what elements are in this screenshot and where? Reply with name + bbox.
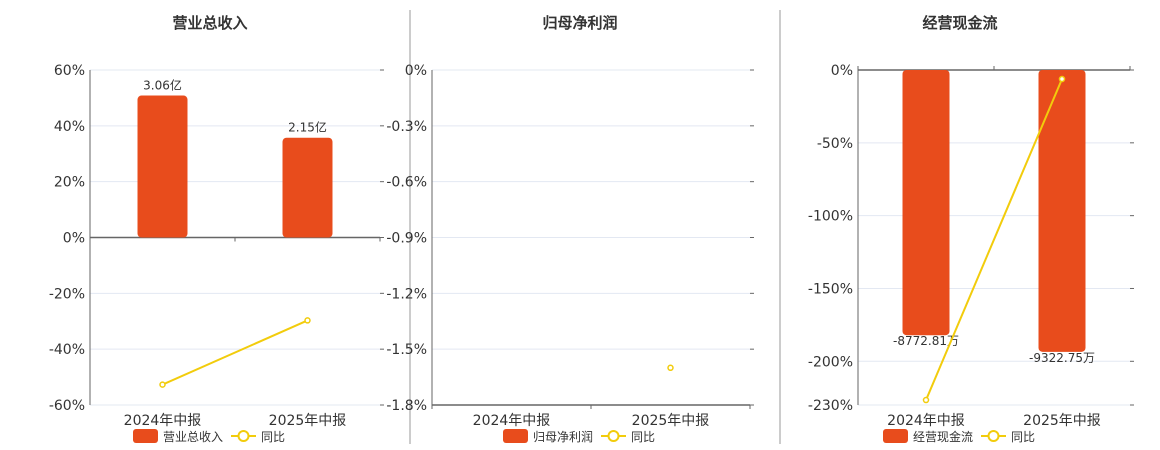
legend-bar-label: 经营现金流: [913, 429, 973, 444]
yoy-point: [159, 381, 166, 388]
x-tick-label: 2024年中报: [473, 413, 551, 429]
x-tick-label: 2025年中报: [632, 413, 710, 429]
bar-data-label: -9322.75万: [1029, 351, 1095, 365]
bar-data-label: 3.06亿: [143, 78, 182, 93]
legend-bar-swatch: [133, 429, 158, 443]
y-tick-label: -60%: [49, 398, 85, 414]
x-tick-label: 2025年中报: [1023, 413, 1101, 429]
chart-title: 营业总收入: [172, 14, 247, 32]
chart-title: 归母净利润: [542, 14, 617, 32]
legend-bar-swatch: [503, 429, 528, 443]
y-tick-label: -50%: [817, 136, 853, 152]
yoy-point: [1058, 75, 1066, 83]
y-tick-label: -1.2%: [386, 286, 427, 302]
legend-bar-label: 归母净利润: [533, 430, 593, 444]
bar: [282, 137, 333, 238]
y-tick-label: -230%: [808, 398, 853, 414]
y-tick-label: -100%: [808, 209, 853, 225]
y-tick-label: 20%: [54, 175, 85, 191]
y-tick-label: -200%: [808, 354, 853, 370]
y-tick-label: 0%: [831, 63, 853, 79]
legend-line-label: 同比: [1011, 430, 1035, 444]
yoy-line: [925, 78, 1063, 401]
legend-line-label: 同比: [631, 430, 655, 444]
yoy-line: [162, 319, 308, 386]
y-tick-label: -1.5%: [386, 342, 427, 358]
y-tick-label: -0.9%: [386, 231, 427, 247]
bar-data-label: 2.15亿: [288, 120, 327, 135]
legend-line-marker: [237, 430, 250, 442]
chart-title: 经营现金流: [922, 14, 997, 32]
y-tick-label: 60%: [54, 63, 85, 79]
x-tick-label: 2024年中报: [887, 413, 965, 429]
x-tick-label: 2024年中报: [124, 413, 202, 429]
y-tick-label: 40%: [54, 119, 85, 135]
legend-bar-swatch: [883, 429, 908, 443]
y-tick-label: -40%: [49, 342, 85, 358]
legend-line-marker: [987, 430, 1000, 442]
y-tick-label: -20%: [49, 286, 85, 302]
y-tick-label: 0%: [405, 63, 427, 79]
y-tick-label: -1.8%: [386, 398, 427, 414]
bar: [1038, 70, 1086, 352]
bar: [902, 70, 950, 336]
legend-bar-label: 营业总收入: [163, 430, 223, 444]
y-tick-label: -0.6%: [386, 175, 427, 191]
x-tick-label: 2025年中报: [269, 413, 347, 429]
legend-line-label: 同比: [261, 430, 285, 444]
y-tick-label: -0.3%: [386, 119, 427, 135]
yoy-point: [667, 364, 674, 372]
legend-line-marker: [607, 430, 620, 442]
yoy-point: [304, 317, 311, 324]
yoy-point: [922, 396, 930, 404]
bar-data-label: -8772.81万: [893, 334, 959, 348]
bar: [137, 95, 188, 238]
y-tick-label: 0%: [63, 231, 85, 247]
y-tick-label: -150%: [808, 281, 853, 297]
